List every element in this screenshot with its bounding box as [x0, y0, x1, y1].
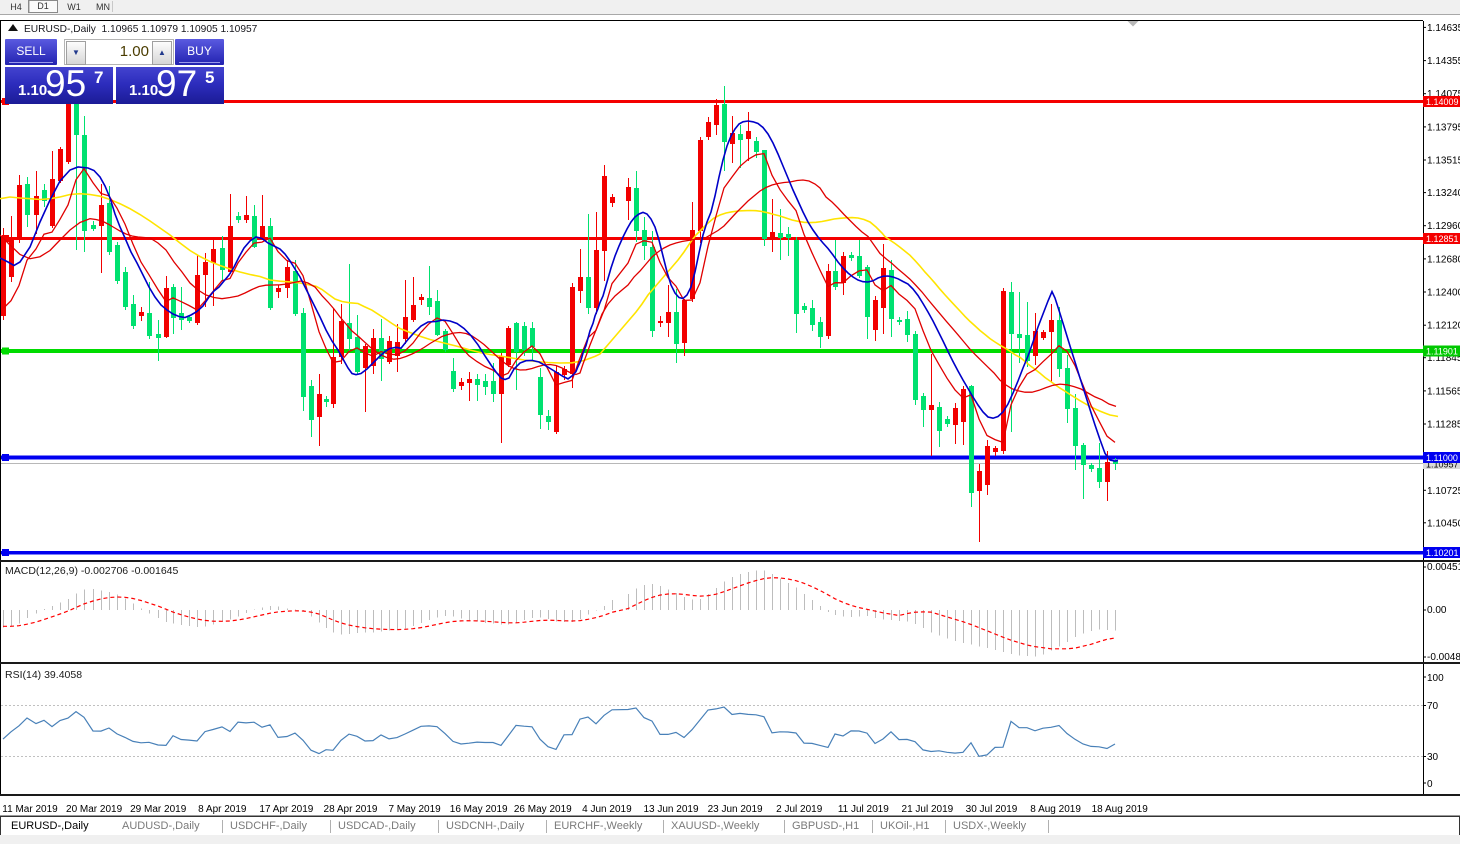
svg-text:1.10725: 1.10725: [1427, 486, 1460, 497]
svg-text:1.14355: 1.14355: [1427, 56, 1460, 67]
svg-text:7 May 2019: 7 May 2019: [388, 804, 441, 815]
svg-text:2 Jul 2019: 2 Jul 2019: [776, 804, 823, 815]
svg-text:0.004517: 0.004517: [1427, 562, 1460, 573]
svg-text:1.14009: 1.14009: [1426, 97, 1459, 107]
svg-text:1.11565: 1.11565: [1427, 386, 1460, 397]
svg-text:1.13240: 1.13240: [1427, 188, 1460, 199]
svg-text:1.10450: 1.10450: [1427, 518, 1460, 529]
svg-text:17 Apr 2019: 17 Apr 2019: [259, 804, 313, 815]
svg-text:1.12960: 1.12960: [1427, 221, 1460, 232]
svg-text:1.13795: 1.13795: [1427, 122, 1460, 133]
svg-text:30: 30: [1427, 752, 1439, 763]
svg-text:100: 100: [1427, 673, 1444, 684]
svg-text:70: 70: [1427, 701, 1439, 712]
svg-text:26 May 2019: 26 May 2019: [514, 804, 572, 815]
svg-text:1.12120: 1.12120: [1427, 321, 1460, 332]
svg-text:4 Jun 2019: 4 Jun 2019: [582, 804, 632, 815]
svg-text:1.11901: 1.11901: [1426, 347, 1458, 357]
svg-text:11 Jul 2019: 11 Jul 2019: [838, 804, 889, 815]
svg-text:30 Jul 2019: 30 Jul 2019: [966, 804, 1018, 815]
svg-text:1.12400: 1.12400: [1427, 288, 1460, 299]
svg-text:29 Mar 2019: 29 Mar 2019: [130, 804, 187, 815]
svg-text:20 Mar 2019: 20 Mar 2019: [66, 804, 123, 815]
svg-text:1.10957: 1.10957: [1426, 460, 1459, 470]
svg-text:MACD(12,26,9) -0.002706 -0.001: MACD(12,26,9) -0.002706 -0.001645: [5, 565, 179, 577]
svg-text:1.14635: 1.14635: [1427, 23, 1460, 34]
svg-text:1.11845: 1.11845: [1427, 353, 1460, 364]
svg-text:21 Jul 2019: 21 Jul 2019: [902, 804, 954, 815]
svg-text:1.12680: 1.12680: [1427, 254, 1460, 265]
svg-text:8 Aug 2019: 8 Aug 2019: [1030, 804, 1081, 815]
svg-text:0.00: 0.00: [1427, 605, 1447, 616]
svg-text:1.13515: 1.13515: [1427, 156, 1460, 167]
svg-text:RSI(14) 39.4058: RSI(14) 39.4058: [5, 669, 82, 681]
svg-text:13 Jun 2019: 13 Jun 2019: [643, 804, 698, 815]
svg-text:1.11285: 1.11285: [1427, 420, 1460, 431]
svg-text:16 May 2019: 16 May 2019: [450, 804, 508, 815]
svg-text:1.11000: 1.11000: [1426, 453, 1458, 463]
svg-text:11 Mar 2019: 11 Mar 2019: [2, 804, 58, 815]
svg-text:18 Aug 2019: 18 Aug 2019: [1092, 804, 1149, 815]
svg-text:1.14075: 1.14075: [1427, 89, 1460, 100]
svg-text:EURUSD-,Daily 1.10965 1.10979: EURUSD-,Daily 1.10965 1.10979 1.10905 1.…: [24, 24, 258, 35]
svg-text:-0.004806: -0.004806: [1427, 652, 1460, 663]
svg-text:1.12851: 1.12851: [1426, 234, 1459, 244]
svg-text:23 Jun 2019: 23 Jun 2019: [708, 804, 763, 815]
svg-text:1.10201: 1.10201: [1426, 548, 1459, 558]
svg-text:0: 0: [1427, 779, 1433, 790]
svg-text:8 Apr 2019: 8 Apr 2019: [198, 804, 247, 815]
svg-text:28 Apr 2019: 28 Apr 2019: [324, 804, 378, 815]
